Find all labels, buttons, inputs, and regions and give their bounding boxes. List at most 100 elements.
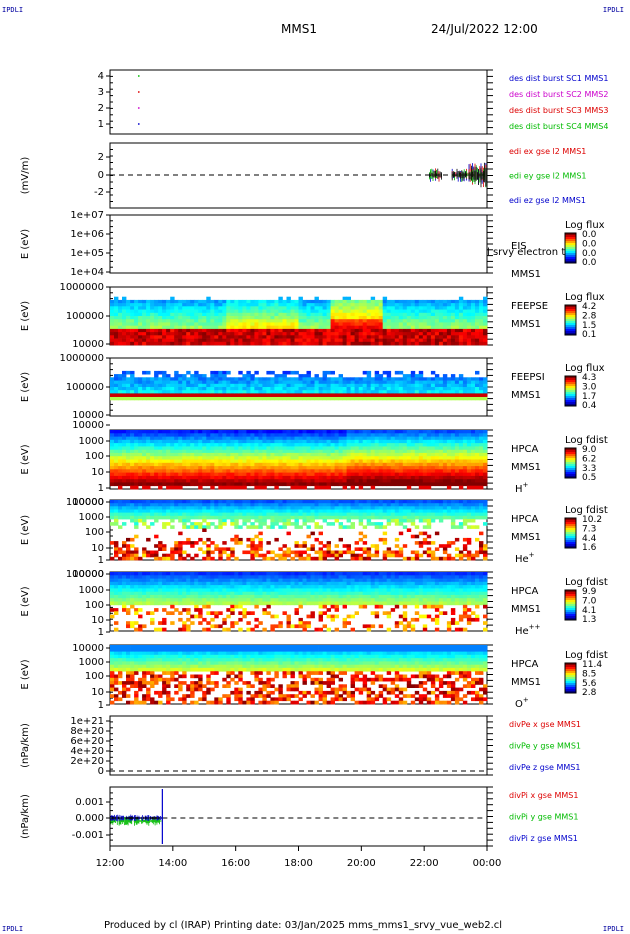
y-axis-label: (nPa/km) bbox=[20, 723, 31, 768]
side-label: MMS1 bbox=[511, 532, 541, 543]
y-tick-label: 2e+20 bbox=[70, 756, 104, 767]
colorbar-title: Log fdist bbox=[565, 505, 608, 516]
y-tick-label: 1e+05 bbox=[70, 248, 104, 259]
side-label: O+ bbox=[515, 696, 529, 710]
colorbar-title: Log fdist bbox=[565, 435, 608, 446]
colorbar bbox=[564, 304, 577, 336]
side-label: HPCA bbox=[511, 659, 539, 670]
y-tick-label: 6e+20 bbox=[70, 736, 104, 747]
colorbar bbox=[564, 517, 577, 549]
eis-overlay-text: l srvy electron to bbox=[487, 247, 571, 258]
y-tick-label: 3 bbox=[98, 87, 104, 98]
colorbar-title: Log fdist bbox=[565, 650, 608, 661]
panel-feeps-e: 10000 100000 1000000 E (eV) FEEPSE MMS1 Log fl… bbox=[20, 282, 605, 350]
colorbar-tick: 0.0 bbox=[582, 230, 597, 240]
side-label: FEEPSI bbox=[511, 372, 545, 383]
y-tick-label: 10000 bbox=[72, 643, 104, 654]
y-axis-label: (nPa/km) bbox=[20, 794, 31, 839]
side-label: He+ bbox=[515, 551, 535, 565]
colorbar bbox=[564, 589, 577, 621]
y-tick-label: 1e+21 bbox=[70, 716, 104, 727]
panel-divpi: -0.001 0.000 0.001 (nPa/km) divPi x gse MMS1… bbox=[20, 786, 578, 847]
y-axis-label: E (eV) bbox=[20, 586, 31, 616]
colorbar-title: Log flux bbox=[565, 220, 605, 231]
divpi-trace bbox=[111, 816, 163, 820]
y-tick-label: 1000 bbox=[79, 512, 104, 523]
y-tick-label: -2 bbox=[94, 187, 104, 198]
side-label: HPCA bbox=[511, 514, 539, 525]
y-tick-label: 100 bbox=[85, 600, 104, 611]
y-tick-label: 1000 bbox=[79, 436, 104, 447]
colorbar-tick: 1.6 bbox=[582, 543, 597, 553]
y-tick-label: 2 bbox=[98, 103, 104, 114]
colorbar-tick: 3.3 bbox=[582, 464, 596, 474]
y-tick-label: 10000 bbox=[72, 569, 104, 580]
colorbar-tick: 8.5 bbox=[582, 669, 596, 679]
colorbar bbox=[564, 232, 577, 264]
side-label: HPCA bbox=[511, 586, 539, 597]
colorbar bbox=[564, 375, 577, 407]
y-tick-label: 1000000 bbox=[59, 282, 104, 293]
legend-entry: divPe z gse MMS1 bbox=[509, 763, 580, 772]
y-tick-label: 100 bbox=[85, 451, 104, 462]
y-tick-label: 1000000 bbox=[59, 353, 104, 364]
colorbar-tick: 2.8 bbox=[582, 311, 597, 321]
x-tick-label: 18:00 bbox=[284, 858, 313, 869]
colorbar-tick: 1.3 bbox=[582, 615, 596, 625]
y-tick-label: 10 bbox=[91, 687, 104, 698]
y-axis-label: E (eV) bbox=[20, 372, 31, 402]
corner-label-bottom-left: IPDLI bbox=[2, 925, 24, 933]
axes-frame-des-burst bbox=[109, 69, 488, 135]
legend-entry: des dist burst SC4 MMS4 bbox=[509, 122, 608, 131]
legend-entry: divPi x gse MMS1 bbox=[509, 791, 578, 800]
divpi-trace bbox=[110, 814, 163, 822]
panel-hpca-o: 1 10 100 1000 10000 E (eV) HPCA MMS1 O+ Log fdist… bbox=[20, 643, 608, 711]
spectrogram-hpca-hepp bbox=[110, 572, 488, 632]
spectrogram-hpca-h bbox=[110, 430, 488, 490]
burst-point bbox=[137, 91, 140, 93]
colorbar bbox=[564, 447, 577, 479]
y-tick-label: 100000 bbox=[66, 311, 104, 322]
side-label: MMS1 bbox=[511, 269, 541, 280]
y-tick-label: 1 bbox=[98, 555, 104, 566]
legend-entry: edi ey gse l2 MMS1 bbox=[509, 172, 587, 181]
y-tick-label: 1 bbox=[98, 119, 104, 130]
colorbar-tick: 4.2 bbox=[582, 302, 596, 312]
y-tick-label: 100000 bbox=[66, 569, 104, 580]
colorbar-tick: 3.0 bbox=[582, 382, 597, 392]
y-tick-label: 0 bbox=[98, 766, 104, 777]
y-axis-label: E (eV) bbox=[20, 515, 31, 545]
colorbar-tick: 0.0 bbox=[582, 249, 597, 259]
y-tick-label: 1e+04 bbox=[70, 267, 104, 278]
y-tick-label: 2 bbox=[98, 152, 104, 163]
header-datetime: 24/Jul/2022 12:00 bbox=[431, 22, 538, 36]
y-tick-label: 1 bbox=[98, 700, 104, 711]
burst-point bbox=[137, 107, 140, 109]
colorbar-title: Log flux bbox=[565, 363, 605, 374]
side-label: He++ bbox=[515, 623, 541, 637]
side-label: MMS1 bbox=[511, 462, 541, 473]
x-tick-label: 22:00 bbox=[410, 858, 439, 869]
x-tick-label: 20:00 bbox=[347, 858, 376, 869]
colorbar-tick: 0.5 bbox=[582, 473, 596, 483]
y-tick-label: 10000 bbox=[72, 339, 104, 350]
x-tick-label: 14:00 bbox=[158, 858, 187, 869]
y-tick-label: 0.001 bbox=[75, 797, 104, 808]
y-tick-label: 1 bbox=[98, 483, 104, 494]
axes-frame-divpe bbox=[109, 715, 488, 776]
colorbar-tick: 7.3 bbox=[582, 524, 596, 534]
colorbar-tick: 0.1 bbox=[582, 330, 596, 340]
y-tick-label: 1000 bbox=[79, 585, 104, 596]
colorbar-tick: 1.5 bbox=[582, 321, 596, 331]
axes-frame-divpi bbox=[109, 786, 488, 847]
y-tick-label: 4e+20 bbox=[70, 746, 104, 757]
y-tick-label: 10 bbox=[91, 615, 104, 626]
side-label: EIS bbox=[511, 241, 527, 252]
colorbar-tick: 0.0 bbox=[582, 239, 597, 249]
y-tick-label: 1e+06 bbox=[70, 229, 104, 240]
y-tick-label: 10 bbox=[91, 467, 104, 478]
colorbar-title: Log fdist bbox=[565, 577, 608, 588]
side-label: MMS1 bbox=[511, 677, 541, 688]
panel-feeps-i: 10000 100000 1000000 E (eV) FEEPSI MMS1 Log fl… bbox=[20, 353, 605, 421]
